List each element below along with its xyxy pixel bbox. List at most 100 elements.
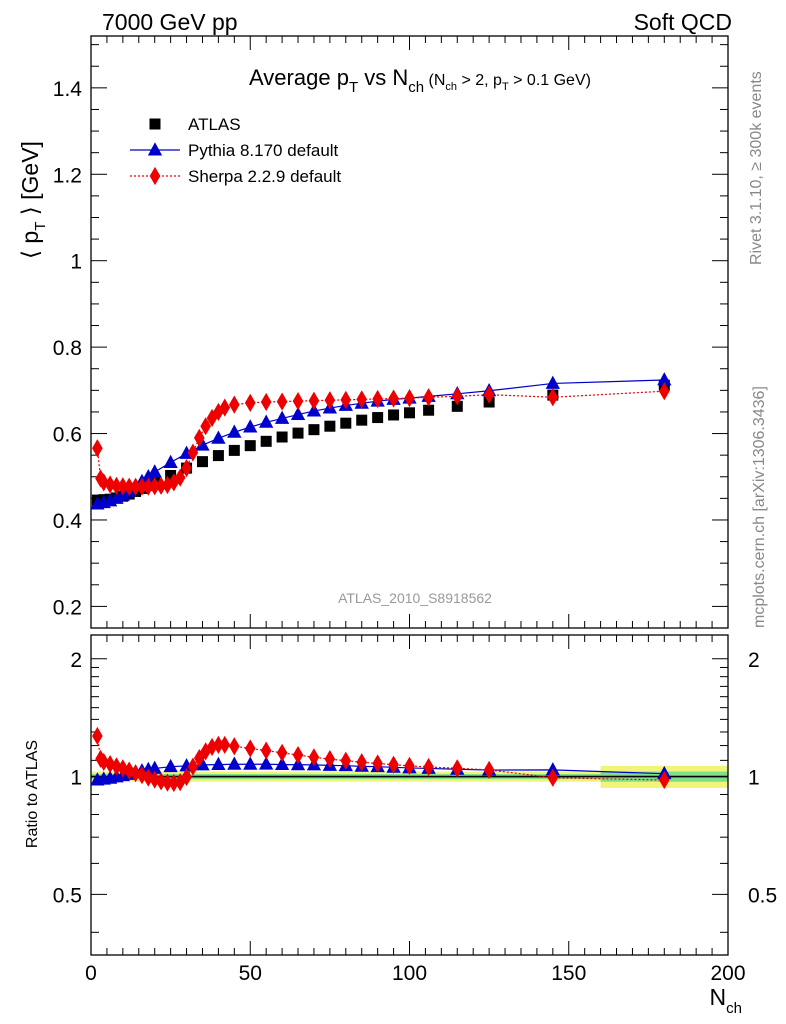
sherpa-ratio-point	[308, 748, 320, 767]
pythia-point	[657, 372, 672, 386]
sherpa-ratio-point	[219, 735, 231, 754]
sherpa-ratio-point	[149, 770, 161, 789]
atlas-point	[292, 427, 304, 439]
legend-entry: ATLAS	[149, 115, 241, 134]
legend-label: Sherpa 2.2.9 default	[188, 167, 341, 186]
sherpa-ratio-point	[292, 745, 304, 765]
sherpa-ratio-point	[206, 737, 218, 757]
pythia-ratio-point	[274, 756, 290, 771]
sherpa-point	[372, 389, 383, 409]
y-tick-label: 0.8	[53, 337, 82, 360]
analysis-watermark: ATLAS_2010_S8918562	[338, 590, 492, 606]
side-label-upper: Rivet 3.1.10, ≥ 300k events	[748, 71, 765, 265]
atlas-point	[404, 407, 415, 419]
y-tick-label: 1.2	[53, 164, 82, 187]
sherpa-point	[308, 391, 320, 410]
sherpa-ratio-point	[483, 760, 495, 779]
sherpa-point	[356, 390, 368, 409]
legend-marker	[147, 142, 163, 156]
sherpa-ratio-point	[213, 735, 224, 754]
atlas-point	[276, 431, 288, 443]
x-axis-label: Nch	[710, 984, 742, 1017]
pythia-point	[141, 468, 156, 483]
sherpa-ratio-point	[111, 757, 122, 776]
atlas-point	[196, 456, 208, 468]
ratio-frame	[90, 634, 729, 956]
atlas-point	[260, 435, 272, 447]
sherpa-point	[340, 390, 352, 409]
ratio-tick-label-right: 2	[748, 649, 760, 672]
main-frame	[90, 35, 729, 629]
sherpa-ratio-point	[104, 755, 116, 774]
sherpa-point	[92, 439, 103, 458]
legend-entry: Sherpa 2.2.9 default	[130, 166, 341, 186]
sherpa-ratio-point	[92, 726, 103, 746]
sherpa-ratio-point	[340, 751, 352, 770]
x-tick-label: 0	[85, 962, 97, 985]
ratio-tick-label: 2	[70, 649, 82, 672]
x-tick-label: 50	[239, 962, 262, 985]
pythia-point	[290, 406, 306, 420]
sherpa-point	[181, 459, 192, 478]
pythia-ratio-point	[259, 756, 274, 770]
atlas-point	[244, 440, 256, 452]
plot-title: Average pT vs Nch (Nch > 2, pT > 0.1 GeV…	[249, 65, 591, 96]
sherpa-ratio-point	[547, 768, 559, 787]
sherpa-ratio-point	[372, 754, 383, 773]
pythia-point	[147, 464, 162, 478]
atlas-point	[340, 417, 352, 429]
legend-entry: Pythia 8.170 default	[130, 141, 339, 160]
legend: ATLAS Pythia 8.170 default Sherpa 2.2.9 de…	[130, 115, 341, 186]
sherpa-point	[244, 393, 256, 412]
sherpa-point	[193, 428, 205, 447]
sherpa-ratio-point	[130, 764, 141, 783]
sherpa-point	[111, 476, 122, 495]
sherpa-point	[483, 385, 495, 404]
pythia-point	[227, 424, 242, 438]
header-left: 7000 GeV pp	[102, 9, 238, 35]
pythia-ratio-point	[243, 756, 258, 770]
sherpa-point	[324, 391, 336, 410]
atlas-point	[165, 469, 177, 481]
sherpa-ratio-point	[356, 753, 368, 772]
atlas-point	[372, 412, 384, 424]
sherpa-ratio-point	[276, 743, 288, 762]
sherpa-point	[187, 443, 199, 462]
sherpa-point	[130, 477, 141, 496]
legend-marker	[149, 166, 161, 186]
sherpa-ratio-point	[404, 756, 415, 775]
sherpa-point	[276, 392, 288, 411]
pythia-point	[195, 437, 210, 451]
sherpa-point	[388, 389, 399, 408]
x-tick-label: 100	[392, 962, 427, 985]
sherpa-point	[213, 402, 224, 422]
pythia-ratio-point	[163, 758, 178, 773]
pythia-point	[163, 454, 178, 468]
pythia-ratio-point	[211, 756, 226, 771]
pythia-point	[259, 414, 274, 428]
y-tick-label: 0.2	[53, 596, 82, 619]
sherpa-point	[451, 387, 463, 406]
y-tick-label: 0.6	[53, 424, 82, 447]
pythia-ratio-point	[195, 757, 210, 771]
legend-marker	[149, 118, 161, 130]
sherpa-point	[658, 382, 670, 401]
sherpa-point	[292, 392, 304, 411]
sherpa-point	[143, 477, 154, 496]
pythia-point	[306, 403, 322, 417]
sherpa-point	[423, 388, 434, 407]
sherpa-ratio-point	[260, 741, 272, 760]
x-tick-label: 150	[551, 962, 586, 985]
y-tick-label: 1.4	[53, 78, 83, 101]
legend-label: ATLAS	[188, 115, 241, 134]
sherpa-point	[219, 398, 231, 417]
sherpa-point	[260, 392, 272, 412]
sherpa-point	[136, 477, 148, 496]
sherpa-point	[404, 389, 415, 408]
header-right: Soft QCD	[634, 9, 732, 35]
atlas-point	[356, 414, 368, 426]
sherpa-ratio-point	[423, 757, 434, 777]
atlas-point	[423, 404, 435, 416]
ratio-axis-label: Ratio to ATLAS	[24, 740, 41, 848]
